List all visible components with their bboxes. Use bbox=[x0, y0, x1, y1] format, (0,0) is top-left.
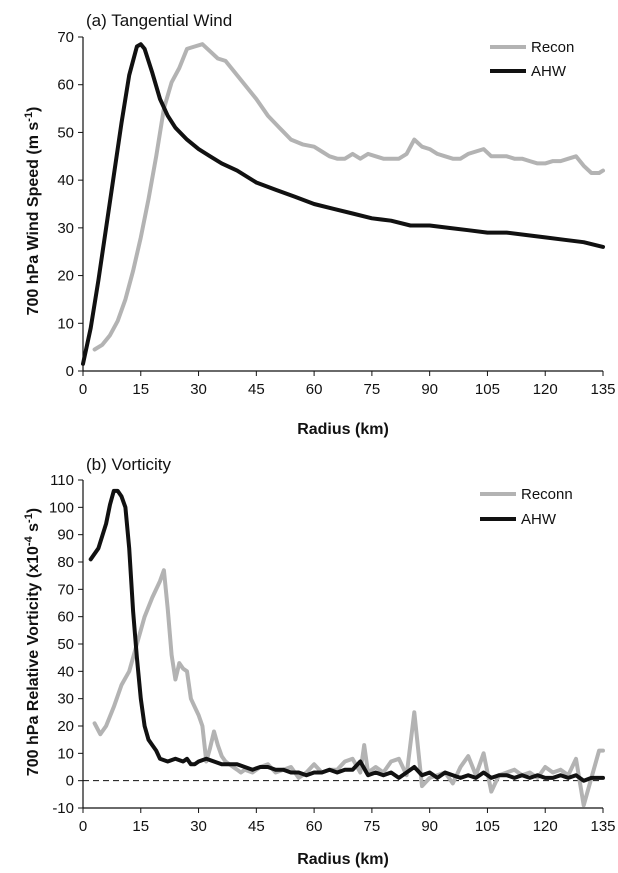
panel-a-x-axis-title: Radius (km) bbox=[297, 421, 389, 438]
panel-a-y-title-main: 700 hPa Wind Speed (m s bbox=[25, 122, 42, 316]
panel-b-vorticity: (b) Vorticity -1001020304050607080901001… bbox=[23, 455, 616, 868]
y-tick-label: 0 bbox=[66, 773, 74, 790]
panel-a-axes-frame bbox=[82, 37, 603, 372]
y-tick-label: 100 bbox=[49, 499, 74, 516]
y-tick-label: 60 bbox=[57, 609, 74, 626]
legend-label-reconn: Reconn bbox=[521, 486, 573, 503]
panel-a-series-layer bbox=[81, 42, 605, 366]
y-tick-label: 50 bbox=[57, 636, 74, 653]
x-tick-label: 45 bbox=[248, 381, 265, 398]
x-tick-label: 75 bbox=[364, 818, 381, 835]
y-tick-label: 10 bbox=[57, 745, 74, 762]
y-tick-label: 30 bbox=[57, 220, 74, 237]
x-tick-label: 30 bbox=[190, 818, 207, 835]
y-tick-label: 60 bbox=[57, 77, 74, 94]
x-tick-label: 15 bbox=[132, 381, 149, 398]
x-tick-label: 0 bbox=[79, 818, 87, 835]
x-tick-label: 15 bbox=[132, 818, 149, 835]
x-tick-label: 0 bbox=[79, 381, 87, 398]
y-tick-label: 30 bbox=[57, 691, 74, 708]
x-tick-label: 75 bbox=[364, 381, 381, 398]
panel-b-y-axis-title: 700 hPa Relative Vorticity (x10-4 s-1) bbox=[23, 508, 42, 776]
legend-label-ahw-b: AHW bbox=[521, 511, 557, 528]
y-tick-label: 80 bbox=[57, 554, 74, 571]
panel-b-y-title-sup2: -1 bbox=[23, 513, 35, 523]
panel-b-y-title-sup: -4 bbox=[23, 535, 35, 546]
y-tick-label: 0 bbox=[66, 363, 74, 380]
y-tick-label: 50 bbox=[57, 124, 74, 141]
panel-b-series-layer bbox=[88, 488, 605, 808]
panel-a-y-title-sup: -1 bbox=[23, 112, 35, 122]
y-tick-label: 40 bbox=[57, 663, 74, 680]
legend-label-ahw: AHW bbox=[531, 63, 567, 80]
panel-b-legend: Reconn AHW bbox=[480, 486, 573, 528]
y-tick-label: 70 bbox=[57, 581, 74, 598]
panel-b-x-axis-title: Radius (km) bbox=[297, 851, 389, 868]
panel-a-title: (a) Tangential Wind bbox=[86, 11, 232, 30]
y-tick-label: 20 bbox=[57, 268, 74, 285]
panel-b-y-title-main: 700 hPa Relative Vorticity (x10 bbox=[25, 546, 42, 776]
x-tick-label: 90 bbox=[421, 818, 438, 835]
panel-a-ticks: 0 10 20 30 40 50 60 70 0 15 30 45 60 75 90 105 120 135 bbox=[57, 29, 615, 398]
x-tick-label: 30 bbox=[190, 381, 207, 398]
x-tick-label: 135 bbox=[590, 818, 615, 835]
legend-label-recon: Recon bbox=[531, 39, 574, 56]
y-tick-label: 90 bbox=[57, 527, 74, 544]
y-tick-label: 110 bbox=[50, 472, 74, 489]
panel-b-title: (b) Vorticity bbox=[86, 455, 172, 474]
y-tick-label: 20 bbox=[57, 718, 74, 735]
series-line-ahw bbox=[88, 488, 605, 783]
x-tick-label: 45 bbox=[248, 818, 265, 835]
series-line-recon bbox=[92, 42, 605, 352]
panel-a-legend: Recon AHW bbox=[490, 39, 574, 80]
y-tick-label: 10 bbox=[57, 315, 74, 332]
y-tick-label: 40 bbox=[57, 172, 74, 189]
panel-b-y-title-mid: s bbox=[25, 523, 42, 536]
panel-a-y-axis-title: 700 hPa Wind Speed (m s-1) bbox=[23, 107, 42, 316]
x-tick-label: 60 bbox=[306, 818, 323, 835]
y-tick-label: 70 bbox=[57, 29, 74, 46]
series-line-reconn bbox=[92, 568, 605, 808]
x-tick-label: 105 bbox=[475, 381, 500, 398]
x-tick-label: 120 bbox=[533, 381, 558, 398]
panel-a-tangential-wind: (a) Tangential Wind 0 10 20 30 40 50 60 70 0 15 30… bbox=[23, 11, 616, 438]
x-tick-label: 135 bbox=[590, 381, 615, 398]
x-tick-label: 90 bbox=[421, 381, 438, 398]
panel-b-y-title-tail: ) bbox=[25, 508, 42, 513]
x-tick-label: 105 bbox=[475, 818, 500, 835]
x-tick-label: 120 bbox=[533, 818, 558, 835]
x-tick-label: 60 bbox=[306, 381, 323, 398]
panel-a-y-title-tail: ) bbox=[25, 107, 42, 112]
y-tick-label: -10 bbox=[52, 800, 74, 817]
panel-b-ticks: -10 0 10 20 30 40 50 60 70 80 90 100 110 0 15 30 45 60 75 9… bbox=[49, 472, 616, 835]
series-line-ahw bbox=[81, 42, 605, 366]
